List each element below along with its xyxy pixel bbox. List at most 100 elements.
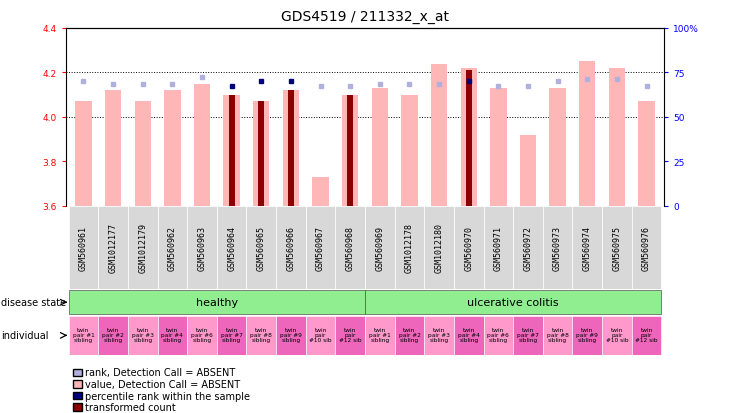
Text: twin
pair #4
sibling: twin pair #4 sibling bbox=[161, 327, 183, 343]
FancyBboxPatch shape bbox=[247, 316, 276, 355]
FancyBboxPatch shape bbox=[335, 316, 365, 355]
FancyBboxPatch shape bbox=[69, 316, 99, 355]
Text: twin
pair #8
sibling: twin pair #8 sibling bbox=[547, 327, 569, 343]
FancyBboxPatch shape bbox=[454, 206, 483, 289]
Text: GSM560972: GSM560972 bbox=[523, 225, 532, 270]
FancyBboxPatch shape bbox=[513, 316, 543, 355]
Text: GSM560963: GSM560963 bbox=[198, 225, 207, 270]
Text: GSM560964: GSM560964 bbox=[227, 225, 236, 270]
FancyBboxPatch shape bbox=[247, 206, 276, 289]
Text: GSM560969: GSM560969 bbox=[375, 225, 384, 270]
Text: GSM1012177: GSM1012177 bbox=[109, 223, 118, 273]
Text: GSM560973: GSM560973 bbox=[553, 225, 562, 270]
Bar bbox=[461, 69, 477, 206]
FancyBboxPatch shape bbox=[128, 316, 158, 355]
Bar bbox=[431, 64, 447, 206]
FancyBboxPatch shape bbox=[483, 316, 513, 355]
Text: twin
pair #3
sibling: twin pair #3 sibling bbox=[429, 327, 450, 343]
Text: twin
pair
#10 sib: twin pair #10 sib bbox=[310, 327, 332, 343]
Bar bbox=[258, 102, 264, 206]
FancyBboxPatch shape bbox=[158, 316, 187, 355]
Text: rank, Detection Call = ABSENT: rank, Detection Call = ABSENT bbox=[85, 368, 235, 377]
Text: GSM560976: GSM560976 bbox=[642, 225, 651, 270]
Bar bbox=[520, 135, 536, 206]
FancyBboxPatch shape bbox=[187, 316, 217, 355]
FancyBboxPatch shape bbox=[365, 316, 395, 355]
Text: twin
pair #2
sibling: twin pair #2 sibling bbox=[102, 327, 124, 343]
Bar bbox=[312, 178, 328, 206]
FancyBboxPatch shape bbox=[276, 206, 306, 289]
Text: GSM1012180: GSM1012180 bbox=[434, 223, 444, 273]
Text: transformed count: transformed count bbox=[85, 402, 175, 412]
Bar bbox=[579, 62, 596, 206]
Text: twin
pair
#12 sib: twin pair #12 sib bbox=[339, 327, 361, 343]
FancyBboxPatch shape bbox=[395, 316, 424, 355]
Bar bbox=[550, 89, 566, 206]
Text: twin
pair
#10 sib: twin pair #10 sib bbox=[606, 327, 629, 343]
Text: GSM560962: GSM560962 bbox=[168, 225, 177, 270]
FancyBboxPatch shape bbox=[306, 316, 335, 355]
Text: twin
pair #7
sibling: twin pair #7 sibling bbox=[517, 327, 539, 343]
Text: GSM1012178: GSM1012178 bbox=[405, 223, 414, 273]
Bar bbox=[638, 102, 655, 206]
Bar bbox=[194, 84, 210, 206]
Text: twin
pair #4
sibling: twin pair #4 sibling bbox=[458, 327, 480, 343]
FancyBboxPatch shape bbox=[99, 206, 128, 289]
FancyBboxPatch shape bbox=[513, 206, 543, 289]
FancyBboxPatch shape bbox=[543, 206, 572, 289]
FancyBboxPatch shape bbox=[187, 206, 217, 289]
Text: twin
pair #1
sibling: twin pair #1 sibling bbox=[369, 327, 391, 343]
Text: twin
pair #7
sibling: twin pair #7 sibling bbox=[220, 327, 242, 343]
Bar bbox=[347, 95, 353, 206]
Text: GSM560966: GSM560966 bbox=[286, 225, 296, 270]
FancyBboxPatch shape bbox=[424, 206, 454, 289]
Text: value, Detection Call = ABSENT: value, Detection Call = ABSENT bbox=[85, 379, 239, 389]
FancyBboxPatch shape bbox=[69, 290, 365, 315]
Text: twin
pair #2
sibling: twin pair #2 sibling bbox=[399, 327, 420, 343]
FancyBboxPatch shape bbox=[365, 290, 661, 315]
Text: healthy: healthy bbox=[196, 297, 238, 307]
Text: disease state: disease state bbox=[1, 297, 66, 308]
Bar bbox=[342, 95, 358, 206]
Bar bbox=[609, 69, 625, 206]
FancyBboxPatch shape bbox=[306, 206, 335, 289]
Text: GSM1012179: GSM1012179 bbox=[138, 223, 147, 273]
Text: twin
pair #8
sibling: twin pair #8 sibling bbox=[250, 327, 272, 343]
FancyBboxPatch shape bbox=[572, 316, 602, 355]
Bar bbox=[288, 91, 293, 206]
Text: GSM560968: GSM560968 bbox=[346, 225, 355, 270]
Text: GDS4519 / 211332_x_at: GDS4519 / 211332_x_at bbox=[281, 10, 449, 24]
FancyBboxPatch shape bbox=[365, 206, 395, 289]
FancyBboxPatch shape bbox=[631, 316, 661, 355]
Bar bbox=[134, 102, 151, 206]
FancyBboxPatch shape bbox=[395, 206, 424, 289]
Text: individual: individual bbox=[1, 330, 48, 341]
Text: GSM560961: GSM560961 bbox=[79, 225, 88, 270]
FancyBboxPatch shape bbox=[631, 206, 661, 289]
Text: percentile rank within the sample: percentile rank within the sample bbox=[85, 391, 250, 401]
FancyBboxPatch shape bbox=[335, 206, 365, 289]
FancyBboxPatch shape bbox=[128, 206, 158, 289]
FancyBboxPatch shape bbox=[276, 316, 306, 355]
FancyBboxPatch shape bbox=[217, 206, 247, 289]
Text: GSM560967: GSM560967 bbox=[316, 225, 325, 270]
Bar bbox=[253, 102, 269, 206]
FancyBboxPatch shape bbox=[543, 316, 572, 355]
Text: twin
pair #9
sibling: twin pair #9 sibling bbox=[280, 327, 301, 343]
Bar bbox=[228, 95, 234, 206]
FancyBboxPatch shape bbox=[483, 206, 513, 289]
Text: twin
pair #9
sibling: twin pair #9 sibling bbox=[576, 327, 598, 343]
Bar bbox=[372, 89, 388, 206]
Text: twin
pair #1
sibling: twin pair #1 sibling bbox=[72, 327, 94, 343]
Bar bbox=[491, 89, 507, 206]
FancyBboxPatch shape bbox=[454, 316, 483, 355]
Bar bbox=[466, 71, 472, 206]
Bar bbox=[164, 91, 180, 206]
Text: GSM560975: GSM560975 bbox=[612, 225, 621, 270]
Text: twin
pair
#12 sib: twin pair #12 sib bbox=[635, 327, 658, 343]
Bar bbox=[105, 91, 121, 206]
FancyBboxPatch shape bbox=[424, 316, 454, 355]
Text: ulcerative colitis: ulcerative colitis bbox=[467, 297, 559, 307]
Bar bbox=[402, 95, 418, 206]
Text: GSM560974: GSM560974 bbox=[583, 225, 592, 270]
